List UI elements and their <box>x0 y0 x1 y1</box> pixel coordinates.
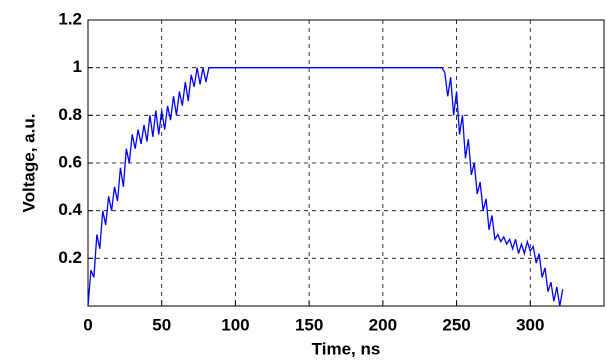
x-tick-label: 100 <box>221 315 249 334</box>
y-axis-label: Voltage, a.u. <box>19 114 38 213</box>
y-tick-label: 1.2 <box>58 9 82 28</box>
x-tick-label: 250 <box>442 315 470 334</box>
x-tick-label: 300 <box>516 315 544 334</box>
y-tick-label: 0.2 <box>58 248 82 267</box>
x-tick-label: 200 <box>369 315 397 334</box>
x-tick-label: 150 <box>295 315 323 334</box>
data-line <box>87 67 564 307</box>
y-tick-label: 0.4 <box>58 200 82 219</box>
x-tick-label: 0 <box>83 315 92 334</box>
x-axis-label: Time, ns <box>312 339 381 358</box>
y-tick-label: 1 <box>73 57 82 76</box>
y-tick-label: 0.6 <box>58 152 82 171</box>
y-tick-label: 0.8 <box>58 105 82 124</box>
x-tick-label: 50 <box>152 315 171 334</box>
